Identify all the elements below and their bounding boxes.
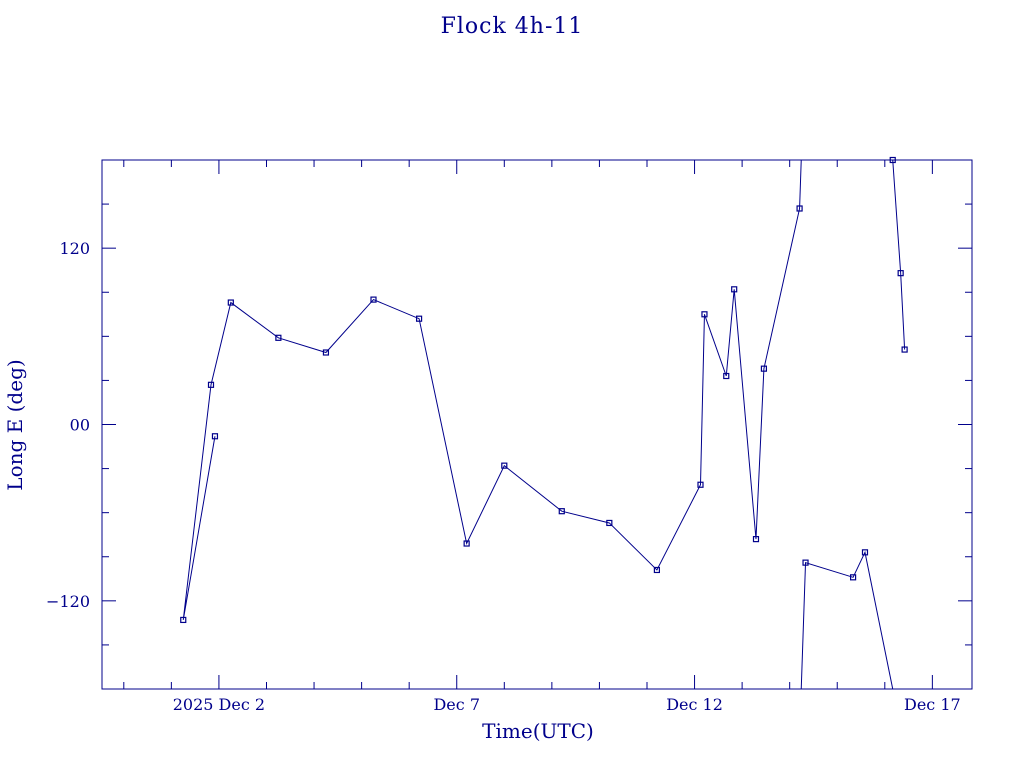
data-point xyxy=(227,299,234,306)
y-tick-label: 00 xyxy=(70,416,90,435)
plot-axes: 120 00 −120 2025 Dec 2 Dec 7 Dec 12 Dec 17 xyxy=(46,159,973,714)
data-point xyxy=(180,616,187,624)
data-point xyxy=(760,365,768,372)
data-point xyxy=(501,462,508,469)
y-tick-label: −120 xyxy=(46,592,90,611)
y-axis-label: Long E (deg) xyxy=(3,359,27,490)
data-point xyxy=(796,205,803,212)
data-point xyxy=(415,315,423,322)
data-point xyxy=(752,536,760,543)
data-point xyxy=(731,286,738,293)
data-point xyxy=(723,372,730,380)
series-line xyxy=(800,550,894,690)
data-point xyxy=(697,481,704,488)
series-line xyxy=(182,159,802,621)
data-point xyxy=(802,559,809,566)
data-point xyxy=(207,381,215,388)
data-point xyxy=(606,519,613,527)
x-tick-label: 2025 Dec 2 xyxy=(173,695,265,714)
data-point xyxy=(653,566,660,574)
data-point xyxy=(701,311,708,318)
data-point xyxy=(211,433,219,440)
data-point xyxy=(897,270,904,277)
data-point xyxy=(322,349,330,356)
x-axis-label: Time(UTC) xyxy=(482,719,594,743)
series-lines xyxy=(182,159,906,690)
x-tick-label: Dec 7 xyxy=(433,695,480,714)
data-point xyxy=(558,508,565,515)
chart-title: Flock 4h-11 xyxy=(440,14,584,39)
data-point xyxy=(861,549,869,556)
data-point xyxy=(849,574,857,581)
series-line xyxy=(892,159,906,350)
data-point xyxy=(901,346,908,353)
y-tick-label: 120 xyxy=(59,239,90,258)
data-point xyxy=(463,540,470,547)
data-point xyxy=(889,156,896,164)
data-point xyxy=(275,334,282,341)
x-tick-label: Dec 17 xyxy=(904,695,961,714)
x-tick-label: Dec 12 xyxy=(666,695,723,714)
series-markers xyxy=(180,156,908,624)
plot-frame xyxy=(101,159,973,690)
data-point xyxy=(370,296,377,303)
